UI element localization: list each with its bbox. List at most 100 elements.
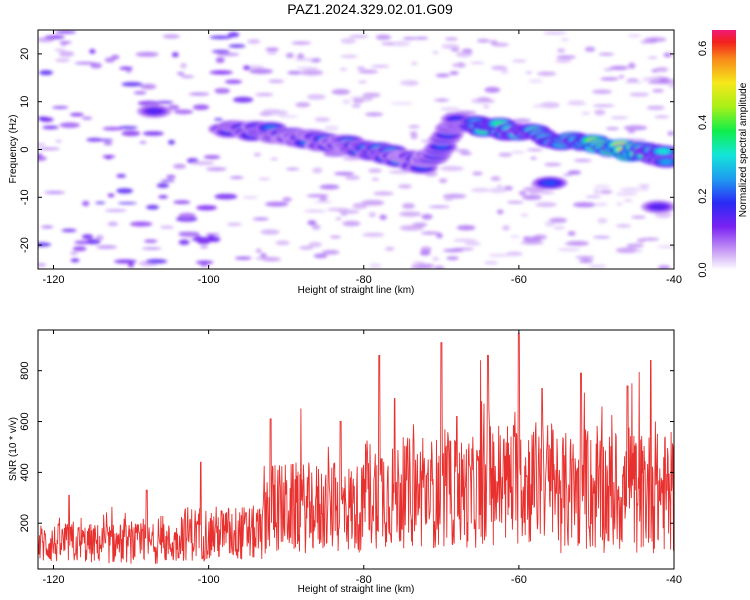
heatmap-cell: [224, 79, 243, 84]
heatmap-cell: [353, 96, 374, 102]
heatmap-cell: [592, 89, 612, 94]
heatmap-cell: [557, 248, 581, 252]
ridge-cell: [147, 108, 162, 114]
heatmap-cell: [208, 236, 221, 243]
heatmap-cell: [167, 104, 180, 110]
heatmap-cell: [496, 209, 504, 215]
heatmap-cell: [121, 81, 143, 87]
heatmap-cell: [476, 38, 490, 43]
heatmap-cell: [313, 200, 333, 204]
heatmap-cell: [116, 174, 127, 178]
heatmap-cell: [287, 70, 303, 75]
heatmap-cell: [393, 40, 411, 47]
heatmap-cell: [344, 175, 360, 181]
heatmap-cell: [549, 217, 568, 223]
heatmap-cell: [44, 35, 65, 40]
heatmap-cell: [667, 131, 674, 136]
y-tick-label: 400: [19, 463, 31, 481]
heatmap-cell: [483, 105, 490, 108]
heatmap-cell: [118, 126, 138, 130]
heatmap-cell: [369, 263, 382, 268]
heatmap-cell: [300, 69, 324, 76]
heatmap-cell: [615, 192, 638, 196]
heatmap-cell: [70, 258, 80, 263]
heatmap-cell: [173, 163, 187, 169]
heatmap-cell: [384, 246, 395, 251]
x-tick-label: -40: [666, 274, 682, 286]
heatmap-cell: [95, 201, 106, 204]
heatmap-cell: [139, 141, 147, 144]
heatmap-cell: [600, 77, 619, 81]
heatmap-cell: [285, 168, 300, 171]
heatmap-cell: [38, 155, 47, 162]
y-tick-label: -20: [19, 237, 31, 253]
heatmap-cell: [567, 170, 582, 175]
snr-series-line: [38, 333, 674, 564]
spectrogram-x-axis-title: Height of straight line (km): [298, 285, 415, 296]
heatmap-cell: [200, 245, 209, 249]
y-tick-label: -10: [19, 189, 31, 205]
heatmap-cell: [373, 191, 394, 196]
heatmap-cell: [216, 52, 240, 57]
heatmap-cell: [371, 178, 380, 181]
ridge-cell: [542, 180, 557, 186]
heatmap-cell: [156, 183, 170, 188]
heatmap-cell: [451, 62, 467, 68]
heatmap-cell: [557, 48, 566, 53]
heatmap-cell: [41, 225, 54, 229]
heatmap-cell: [407, 82, 419, 85]
heatmap-cell: [626, 243, 644, 248]
heatmap-cell: [593, 236, 611, 239]
heatmap-cell: [137, 100, 160, 106]
x-tick-label: -40: [666, 574, 682, 586]
heatmap-cell: [38, 242, 51, 247]
heatmap-cell: [626, 78, 639, 82]
heatmap-cell: [439, 165, 464, 172]
heatmap-cell: [522, 194, 542, 200]
heatmap-cell: [69, 251, 79, 256]
x-tick-label: -80: [356, 574, 372, 586]
heatmap-cell: [535, 202, 557, 208]
heatmap-cell: [334, 171, 355, 176]
heatmap-cell: [297, 53, 305, 59]
heatmap-cell: [295, 102, 311, 108]
heatmap-cell: [628, 62, 636, 69]
heatmap-cell: [443, 197, 454, 201]
heatmap-cell: [278, 115, 299, 118]
ridge-cell: [656, 148, 670, 154]
heatmap-cell: [197, 239, 211, 245]
heatmap-cell: [243, 65, 251, 71]
heatmap-cell: [260, 229, 280, 235]
heatmap-cell: [203, 155, 221, 160]
heatmap-cell: [555, 58, 572, 64]
heatmap-cell: [40, 117, 54, 123]
heatmap-cell: [213, 118, 224, 121]
heatmap-cell: [38, 143, 47, 146]
heatmap-cell: [652, 89, 665, 93]
heatmap-cell: [133, 91, 147, 95]
heatmap-cell: [435, 73, 451, 78]
ridge-cell: [450, 116, 464, 122]
ridge-cell: [651, 204, 666, 210]
heatmap-cell: [162, 34, 181, 39]
heatmap-cell: [314, 117, 331, 122]
heatmap-cell: [433, 98, 450, 102]
x-tick-label: -120: [42, 574, 64, 586]
heatmap-cell: [532, 104, 547, 108]
heatmap-cell: [477, 97, 491, 102]
heatmap-cell: [490, 176, 501, 181]
heatmap-cell: [483, 261, 499, 265]
heatmap-cell: [104, 209, 127, 212]
heatmap-cell: [173, 200, 191, 205]
heatmap-cell: [258, 177, 271, 181]
heatmap-cell: [610, 116, 629, 119]
heatmap-cell: [544, 220, 555, 227]
x-tick-label: -100: [198, 274, 220, 286]
heatmap-cell: [291, 41, 312, 45]
heatmap-cell: [581, 112, 591, 115]
heatmap-cell: [282, 197, 292, 202]
heatmap-cell: [285, 52, 295, 58]
heatmap-cell: [118, 202, 137, 205]
colorbar-tick-label: 0.2: [697, 189, 709, 204]
